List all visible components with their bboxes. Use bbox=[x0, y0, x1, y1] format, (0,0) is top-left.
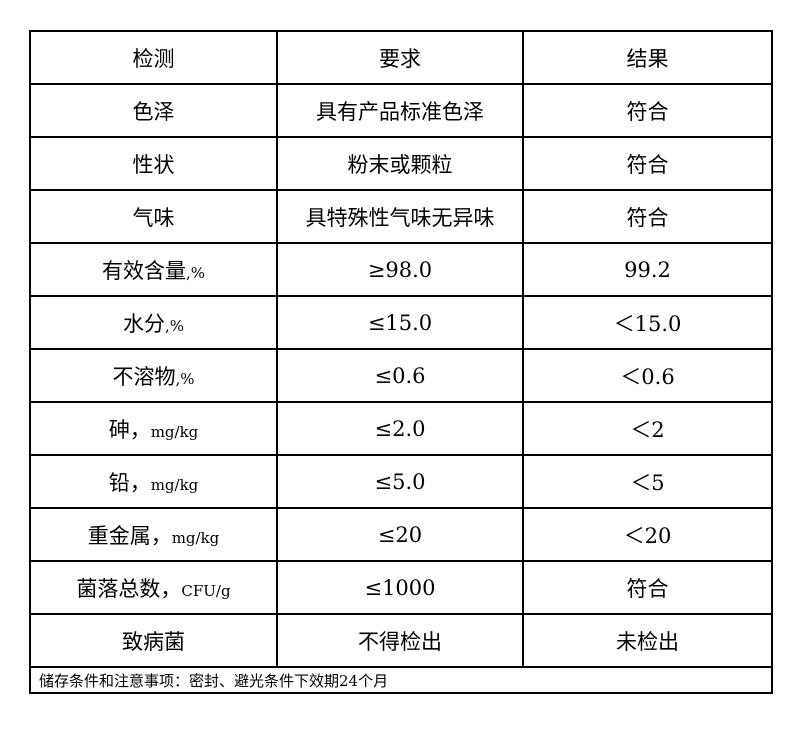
item-name: 不溶物 bbox=[112, 364, 176, 389]
result-cell: 符合 bbox=[522, 83, 773, 138]
item-name: 菌落总数， bbox=[76, 576, 182, 601]
table-row: 铅，mg/kg ≤5.0 ＜5 bbox=[29, 454, 773, 509]
result-cell: 符合 bbox=[522, 189, 773, 244]
item-cell: 有效含量,% bbox=[29, 242, 278, 297]
table-row: 气味 具特殊性气味无异味 符合 bbox=[29, 189, 773, 244]
item-cell: 致病菌 bbox=[29, 613, 278, 668]
table-row: 砷，mg/kg ≤2.0 ＜2 bbox=[29, 401, 773, 456]
item-cell: 重金属，mg/kg bbox=[29, 507, 278, 562]
requirement-cell: ≤2.0 bbox=[276, 401, 524, 456]
table-row: 重金属，mg/kg ≤20 ＜20 bbox=[29, 507, 773, 562]
item-cell: 色泽 bbox=[29, 83, 278, 138]
result-cell: ＜5 bbox=[522, 454, 773, 509]
requirement-cell: ≤20 bbox=[276, 507, 524, 562]
item-unit: ,% bbox=[175, 369, 195, 388]
header-row: 检测 要求 结果 bbox=[29, 30, 773, 85]
item-cell: 水分,% bbox=[29, 295, 278, 350]
item-unit: mg/kg bbox=[150, 475, 199, 494]
table-row: 致病菌 不得检出 未检出 bbox=[29, 613, 773, 668]
header-item: 检测 bbox=[29, 30, 278, 85]
item-unit: ,% bbox=[164, 316, 185, 335]
result-cell: ＜20 bbox=[522, 507, 773, 562]
requirement-cell: ≥98.0 bbox=[276, 242, 524, 297]
item-name: 有效含量 bbox=[101, 258, 186, 283]
table-row: 不溶物,% ≤0.6 ＜0.6 bbox=[29, 348, 773, 403]
requirement-cell: ≤1000 bbox=[276, 560, 524, 615]
item-name: 气味 bbox=[132, 205, 175, 230]
item-name: 重金属， bbox=[87, 523, 172, 548]
table-row: 菌落总数，CFU/g ≤1000 符合 bbox=[29, 560, 773, 615]
requirement-cell: ≤0.6 bbox=[276, 348, 524, 403]
item-name: 铅， bbox=[108, 470, 151, 495]
item-cell: 铅，mg/kg bbox=[29, 454, 278, 509]
result-cell: ＜15.0 bbox=[522, 295, 773, 350]
inspection-table: 检测 要求 结果 色泽 具有产品标准色泽 符合 性状 粉末或颗粒 符合 气味 具特殊性气味无异… bbox=[29, 30, 773, 694]
result-cell: ＜0.6 bbox=[522, 348, 773, 403]
item-name: 色泽 bbox=[132, 99, 175, 124]
item-cell: 砷，mg/kg bbox=[29, 401, 278, 456]
item-unit: mg/kg bbox=[171, 528, 220, 547]
requirement-cell: ≤15.0 bbox=[276, 295, 524, 350]
header-requirement: 要求 bbox=[276, 30, 524, 85]
item-cell: 不溶物,% bbox=[29, 348, 278, 403]
item-unit: ,% bbox=[185, 263, 206, 282]
item-cell: 性状 bbox=[29, 136, 278, 191]
result-cell: 未检出 bbox=[522, 613, 773, 668]
table-row: 色泽 具有产品标准色泽 符合 bbox=[29, 83, 773, 138]
item-name: 砷， bbox=[108, 417, 151, 442]
item-unit: CFU/g bbox=[181, 581, 231, 600]
item-cell: 菌落总数，CFU/g bbox=[29, 560, 278, 615]
item-name: 性状 bbox=[132, 152, 175, 177]
table-row: 水分,% ≤15.0 ＜15.0 bbox=[29, 295, 773, 350]
result-cell: 符合 bbox=[522, 560, 773, 615]
requirement-cell: 不得检出 bbox=[276, 613, 524, 668]
result-cell: 符合 bbox=[522, 136, 773, 191]
item-name: 水分 bbox=[122, 311, 165, 336]
requirement-cell: ≤5.0 bbox=[276, 454, 524, 509]
requirement-cell: 具特殊性气味无异味 bbox=[276, 189, 524, 244]
footer-row: 储存条件和注意事项：密封、避光条件下效期24个月 bbox=[29, 666, 773, 694]
item-cell: 气味 bbox=[29, 189, 278, 244]
result-cell: ＜2 bbox=[522, 401, 773, 456]
table-row: 性状 粉末或颗粒 符合 bbox=[29, 136, 773, 191]
requirement-cell: 具有产品标准色泽 bbox=[276, 83, 524, 138]
result-cell: 99.2 bbox=[522, 242, 773, 297]
header-result: 结果 bbox=[522, 30, 773, 85]
requirement-cell: 粉末或颗粒 bbox=[276, 136, 524, 191]
storage-note: 储存条件和注意事项：密封、避光条件下效期24个月 bbox=[29, 666, 773, 694]
item-unit: mg/kg bbox=[150, 422, 199, 441]
item-name: 致病菌 bbox=[122, 629, 185, 654]
table-row: 有效含量,% ≥98.0 99.2 bbox=[29, 242, 773, 297]
